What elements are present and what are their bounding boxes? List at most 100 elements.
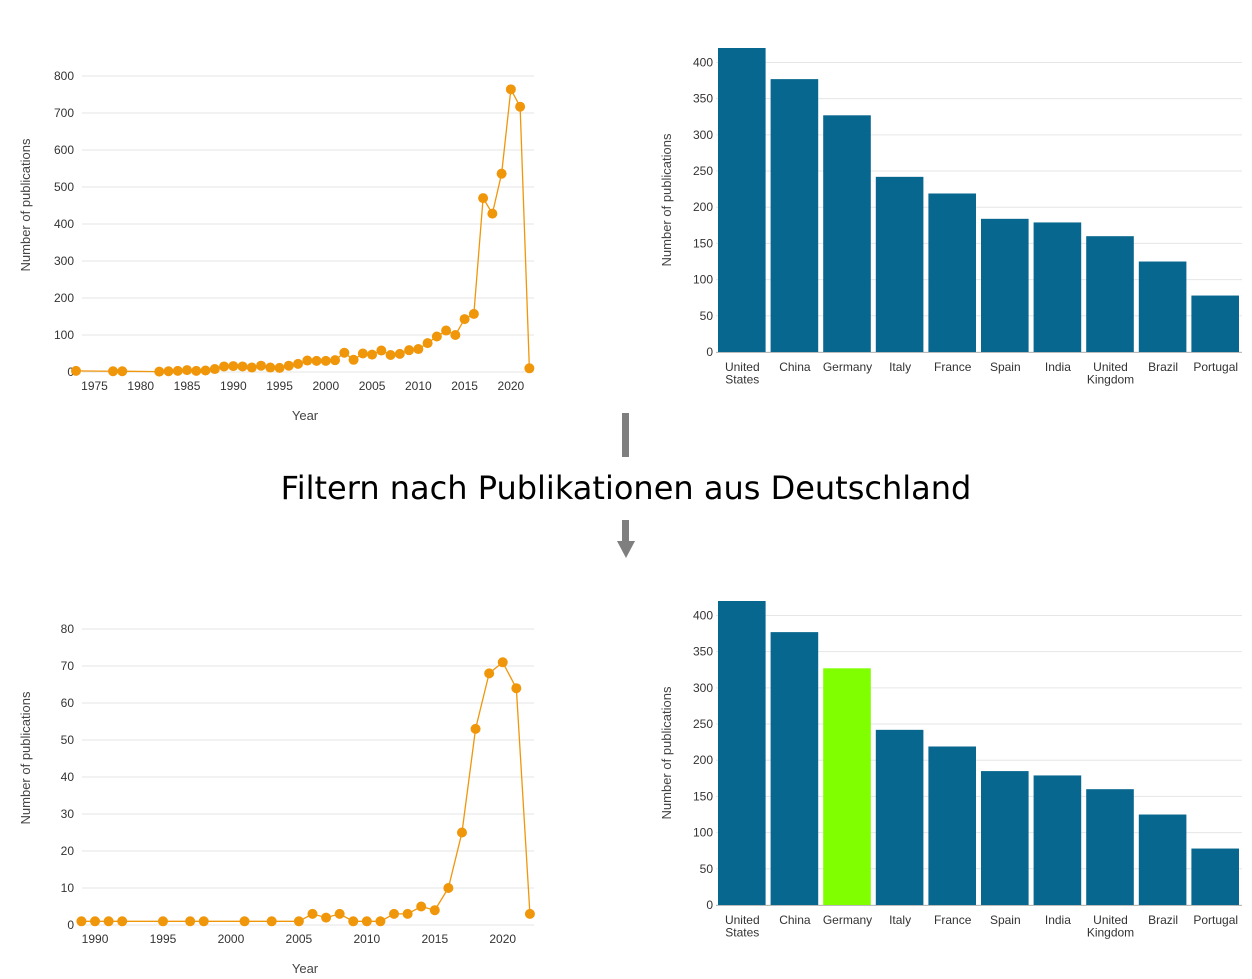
data-point bbox=[108, 366, 119, 377]
data-point bbox=[450, 330, 461, 340]
data-point bbox=[185, 916, 196, 927]
y-tick-label: 0 bbox=[67, 918, 74, 932]
category-label-line: States bbox=[725, 373, 759, 387]
data-point bbox=[228, 361, 239, 372]
x-tick-label: 2010 bbox=[353, 932, 380, 946]
y-tick-label: 400 bbox=[693, 55, 713, 69]
x-tick-label: 2015 bbox=[451, 379, 478, 393]
category-label-line: Portugal bbox=[1193, 913, 1238, 927]
data-point bbox=[515, 101, 526, 112]
bar bbox=[1138, 261, 1187, 352]
data-point bbox=[376, 345, 387, 356]
data-point bbox=[182, 365, 193, 376]
x-tick-label: 1985 bbox=[174, 379, 201, 393]
data-point bbox=[246, 362, 257, 373]
category-label: Brazil bbox=[1148, 913, 1178, 927]
data-point bbox=[511, 683, 522, 694]
data-point bbox=[334, 908, 345, 919]
y-tick-label: 500 bbox=[54, 180, 74, 194]
data-point bbox=[367, 349, 378, 360]
bar bbox=[1191, 295, 1239, 352]
x-tick-label: 2020 bbox=[498, 379, 525, 393]
data-point bbox=[389, 908, 400, 919]
bar bbox=[1033, 775, 1082, 905]
data-point bbox=[71, 365, 81, 376]
x-tick-label: 2000 bbox=[312, 379, 339, 393]
category-label: Italy bbox=[889, 913, 911, 927]
bar bbox=[1033, 222, 1082, 352]
y-tick-label: 100 bbox=[693, 273, 713, 287]
y-tick-label: 50 bbox=[700, 309, 714, 323]
category-label-line: Brazil bbox=[1148, 913, 1178, 927]
data-point bbox=[441, 325, 452, 336]
category-label: China bbox=[779, 360, 811, 374]
category-label: United Kingdom bbox=[1087, 913, 1134, 940]
x-tick-label: 1990 bbox=[220, 379, 247, 393]
data-point bbox=[524, 908, 535, 919]
category-label: France bbox=[934, 913, 972, 927]
data-point bbox=[172, 365, 183, 376]
bar bbox=[928, 746, 976, 905]
y-tick-label: 200 bbox=[693, 753, 713, 767]
data-point bbox=[431, 331, 442, 342]
data-point bbox=[348, 916, 359, 927]
x-tick-label: 1975 bbox=[81, 379, 108, 393]
data-point bbox=[484, 668, 495, 679]
bar bbox=[823, 115, 871, 352]
category-label-line: India bbox=[1045, 913, 1071, 927]
bar bbox=[1191, 848, 1239, 905]
bar bbox=[928, 193, 976, 352]
data-point bbox=[191, 365, 202, 376]
data-point bbox=[497, 657, 508, 668]
y-tick-label: 80 bbox=[61, 622, 75, 636]
category-label: United States bbox=[725, 360, 760, 387]
y-tick-label: 40 bbox=[61, 770, 75, 784]
data-point bbox=[505, 84, 516, 95]
x-tick-label: 1990 bbox=[82, 932, 109, 946]
y-tick-label: 300 bbox=[693, 128, 713, 142]
category-label-line: Germany bbox=[823, 360, 872, 374]
x-axis-label: Year bbox=[292, 408, 319, 423]
x-tick-label: 1995 bbox=[150, 932, 177, 946]
x-tick-label: 2015 bbox=[421, 932, 448, 946]
y-axis-label: Number of publications bbox=[18, 691, 33, 824]
data-point bbox=[459, 314, 470, 325]
arrow-shaft-top bbox=[622, 413, 629, 457]
x-tick-label: 2020 bbox=[489, 932, 516, 946]
y-tick-label: 300 bbox=[693, 681, 713, 695]
bar bbox=[1086, 236, 1134, 352]
data-point bbox=[283, 360, 294, 371]
x-tick-label: 1995 bbox=[266, 379, 293, 393]
data-point bbox=[524, 363, 535, 374]
data-point bbox=[265, 362, 276, 373]
category-label-line: India bbox=[1045, 360, 1071, 374]
category-label-line: Italy bbox=[889, 360, 911, 374]
category-label-line: Spain bbox=[990, 360, 1021, 374]
category-label-line: Germany bbox=[823, 913, 872, 927]
y-axis-label: Number of publications bbox=[659, 686, 674, 819]
y-tick-label: 150 bbox=[693, 236, 713, 250]
y-tick-label: 400 bbox=[693, 608, 713, 622]
data-point bbox=[456, 827, 467, 838]
category-label: Portugal bbox=[1193, 913, 1238, 927]
category-label: India bbox=[1045, 913, 1071, 927]
y-tick-label: 0 bbox=[706, 345, 713, 359]
data-point bbox=[209, 364, 220, 375]
data-point bbox=[394, 348, 405, 359]
category-label-line: Brazil bbox=[1148, 360, 1178, 374]
category-label: Germany bbox=[823, 360, 872, 374]
y-tick-label: 20 bbox=[61, 844, 75, 858]
y-tick-label: 50 bbox=[61, 733, 75, 747]
y-tick-label: 350 bbox=[693, 645, 713, 659]
category-label-line: United bbox=[725, 913, 760, 927]
bar bbox=[1138, 814, 1187, 905]
y-tick-label: 350 bbox=[693, 92, 713, 106]
category-label: Italy bbox=[889, 360, 911, 374]
y-axis-label: Number of publications bbox=[18, 138, 33, 271]
y-tick-label: 50 bbox=[700, 862, 714, 876]
category-label: Germany bbox=[823, 913, 872, 927]
data-point bbox=[330, 355, 341, 366]
y-tick-label: 200 bbox=[693, 200, 713, 214]
